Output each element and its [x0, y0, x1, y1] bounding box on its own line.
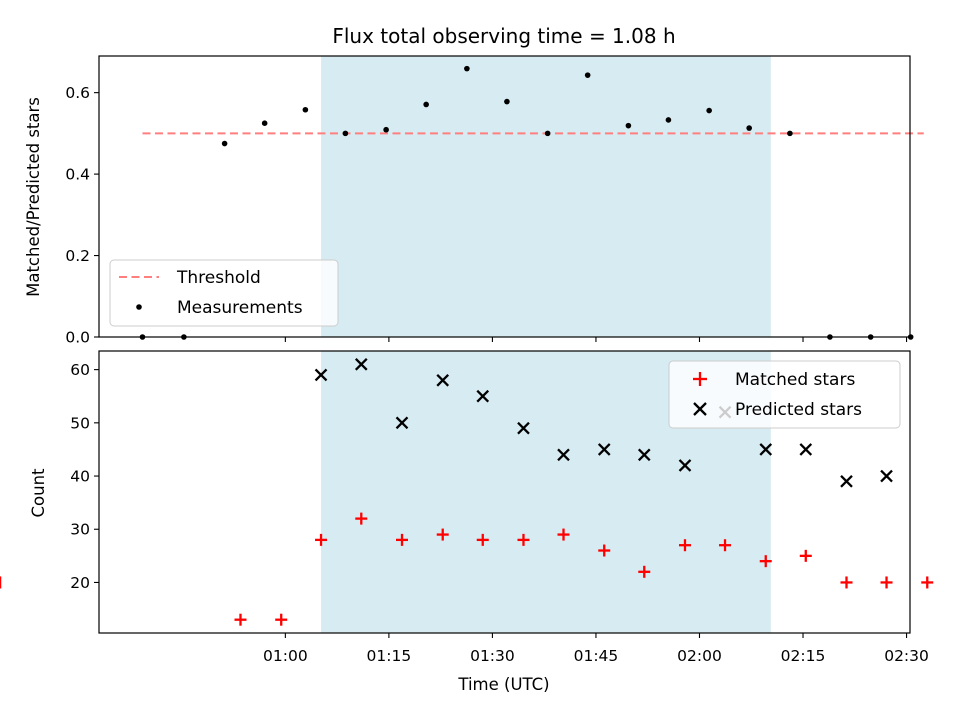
legend-measurements-label: Measurements — [177, 298, 303, 318]
matched-star-marker — [557, 528, 570, 541]
count-legend-box — [668, 360, 901, 429]
matched-star-marker — [921, 576, 934, 589]
count-x-ticks: 01:00 01:15 01:30 01:45 02:00 02:15 02:30 — [263, 633, 929, 665]
predicted-star-markers — [314, 357, 893, 488]
measurement-point — [383, 126, 389, 133]
measurement-point — [504, 98, 510, 105]
matched-star-marker — [799, 549, 812, 562]
x-tick-label: 02:30 — [884, 647, 929, 665]
predicted-star-marker — [436, 373, 450, 387]
measurement-point — [221, 140, 228, 147]
x-tick-label: 01:45 — [574, 647, 619, 665]
x-axis-label: Time (UTC) — [457, 675, 549, 694]
matched-star-marker — [355, 512, 368, 525]
legend-matched-label: Matched stars — [735, 370, 855, 390]
x-tick-label: 02:00 — [677, 647, 722, 665]
matched-star-marker — [436, 528, 449, 541]
predicted-star-marker — [517, 421, 530, 435]
measurement-point — [787, 130, 793, 137]
predicted-star-marker — [597, 443, 611, 456]
predicted-star-marker — [880, 469, 893, 483]
count-y-tick-label: 20 — [70, 574, 90, 592]
ratio-x-ticks — [284, 337, 908, 342]
x-tick-label: 01:15 — [367, 647, 412, 665]
matched-star-marker — [598, 544, 611, 557]
matched-star-marker — [880, 576, 893, 589]
count-axes-frame — [98, 350, 911, 634]
x-tick-label: 01:00 — [263, 647, 308, 665]
matched-star-marker — [840, 576, 853, 589]
measurement-point — [423, 101, 429, 108]
measurement-point — [261, 120, 268, 126]
measurement-point — [464, 65, 470, 72]
predicted-star-marker — [395, 416, 409, 430]
matched-star-marker — [476, 533, 489, 546]
matched-star-marker — [315, 533, 328, 546]
measurement-point — [584, 72, 591, 78]
count-y-ticks: 20 30 40 50 60 — [70, 361, 99, 592]
measurement-point — [302, 106, 309, 113]
legend-predicted-label: Predicted stars — [735, 400, 862, 420]
measurement-point — [342, 130, 349, 137]
matched-star-marker — [234, 613, 247, 626]
x-tick-label: 01:30 — [470, 647, 515, 665]
measurement-point — [544, 130, 551, 137]
predicted-star-marker — [476, 389, 490, 403]
measurement-point — [665, 117, 672, 123]
ratio-axes-frame — [98, 55, 911, 338]
measurement-point — [625, 122, 632, 129]
legend-matched-swatch — [693, 372, 707, 386]
measurement-point — [746, 125, 752, 131]
ratio-y-ticks: 0.0 0.2 0.4 0.6 — [65, 84, 99, 347]
matched-star-marker — [638, 565, 651, 578]
count-y-axis-label: Count — [29, 468, 48, 518]
count-y-tick-label: 50 — [70, 414, 90, 432]
measurement-point — [907, 334, 914, 340]
matched-star-marker — [517, 533, 530, 546]
ratio-y-axis-label: Matched/Predicted stars — [24, 97, 43, 297]
predicted-star-marker — [314, 368, 328, 382]
chart-title: Flux total observing time = 1.08 h — [332, 24, 675, 48]
matched-star-markers — [0, 512, 934, 626]
matched-star-marker — [275, 613, 288, 626]
measurement-point — [706, 107, 712, 114]
ratio-y-tick-label: 0.4 — [65, 166, 90, 184]
matched-star-marker — [678, 539, 691, 552]
predicted-star-marker — [678, 459, 692, 472]
predicted-star-marker — [637, 448, 651, 462]
legend-measurements-swatch — [136, 304, 142, 310]
x-tick-label: 02:15 — [781, 647, 826, 665]
predicted-star-marker — [840, 475, 853, 488]
count-legend: Matched stars Predicted stars — [668, 360, 901, 429]
legend-predicted-swatch — [693, 402, 707, 416]
count-y-tick-label: 60 — [70, 361, 90, 379]
ratio-shaded-region — [321, 56, 771, 337]
ratio-panel: 0.0 0.2 0.4 0.6 Matched/Predicted stars Thr… — [24, 55, 924, 347]
legend-threshold-label: Threshold — [176, 268, 261, 288]
predicted-star-marker — [799, 443, 813, 456]
predicted-star-marker — [759, 443, 773, 456]
matched-star-marker — [719, 539, 732, 552]
count-y-tick-label: 40 — [70, 468, 90, 486]
ratio-y-tick-label: 0.6 — [65, 84, 90, 102]
matched-star-marker — [396, 533, 409, 546]
matched-star-marker — [759, 555, 772, 568]
ratio-y-tick-label: 0.0 — [65, 329, 90, 347]
predicted-star-marker — [354, 357, 368, 371]
count-panel: 20 30 40 50 60 01:00 01:15 01:30 01:45 02:00 02:1… — [0, 350, 934, 694]
count-y-tick-label: 30 — [70, 521, 90, 539]
ratio-legend-box — [109, 259, 339, 327]
ratio-legend: Threshold Measurements — [109, 259, 339, 327]
ratio-y-tick-label: 0.2 — [65, 247, 90, 265]
predicted-star-marker — [557, 448, 570, 462]
